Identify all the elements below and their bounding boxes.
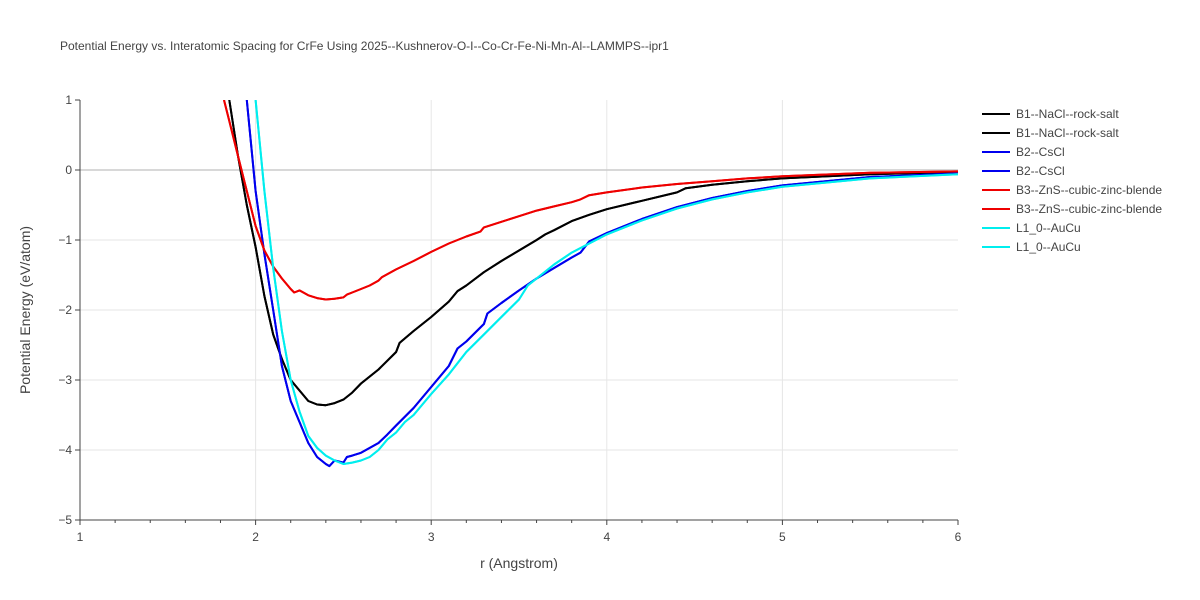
x-tick-label: 2	[252, 530, 259, 544]
series-lines	[223, 100, 958, 468]
legend-label: B1--NaCl--rock-salt	[1016, 107, 1119, 121]
y-tick-label: 0	[65, 163, 72, 177]
series-line-1	[228, 100, 958, 407]
series-line-3	[245, 100, 958, 468]
y-tick-label: −1	[58, 233, 72, 247]
y-tick-label: −2	[58, 303, 72, 317]
y-axis-title: Potential Energy (eV/atom)	[17, 226, 33, 394]
legend-label: L1_0--AuCu	[1016, 240, 1081, 254]
grid	[80, 100, 958, 520]
y-tick-label: −3	[58, 373, 72, 387]
legend-label: B1--NaCl--rock-salt	[1016, 126, 1119, 140]
x-tick-label: 3	[428, 530, 435, 544]
series-line-2	[228, 100, 958, 407]
legend: B1--NaCl--rock-salt B1--NaCl--rock-salt B2…	[982, 107, 1162, 254]
y-tick-label: −4	[58, 443, 72, 457]
x-axis-ticks: 1 2 3 4 5 6	[77, 520, 962, 544]
legend-label: B2--CsCl	[1016, 164, 1065, 178]
legend-label: B2--CsCl	[1016, 145, 1065, 159]
x-tick-label: 5	[779, 530, 786, 544]
x-tick-label: 6	[955, 530, 962, 544]
x-axis-title: r (Angstrom)	[480, 555, 558, 571]
x-tick-label: 1	[77, 530, 84, 544]
series-line-8	[254, 100, 958, 465]
legend-label: B3--ZnS--cubic-zinc-blende	[1016, 202, 1162, 216]
x-tick-label: 4	[603, 530, 610, 544]
y-tick-label: 1	[65, 93, 72, 107]
series-line-4	[245, 100, 958, 468]
series-line-6	[223, 100, 958, 301]
chart-title: Potential Energy vs. Interatomic Spacing…	[60, 39, 669, 53]
y-tick-label: −5	[58, 513, 72, 527]
series-line-5	[223, 100, 958, 301]
legend-label: L1_0--AuCu	[1016, 221, 1081, 235]
y-axis-ticks: 1 0 −1 −2 −3 −4 −5	[58, 93, 80, 527]
legend-label: B3--ZnS--cubic-zinc-blende	[1016, 183, 1162, 197]
